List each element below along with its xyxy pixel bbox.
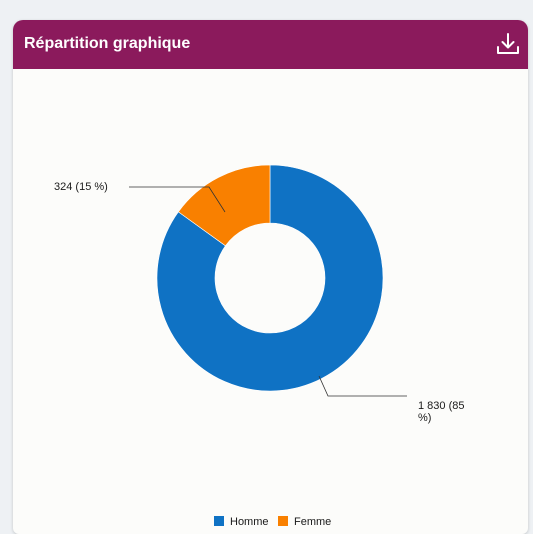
legend-swatch-homme[interactable] bbox=[214, 516, 224, 526]
data-label-homme: 1 830 (85 bbox=[418, 400, 464, 412]
legend-swatch-femme[interactable] bbox=[278, 516, 288, 526]
label-leader-femme bbox=[129, 186, 226, 213]
legend: Homme Femme bbox=[214, 516, 331, 528]
data-label-homme-cont: %) bbox=[418, 412, 431, 424]
card-header: Répartition graphique bbox=[13, 20, 528, 69]
download-icon[interactable] bbox=[495, 31, 521, 57]
legend-label-homme[interactable]: Homme bbox=[230, 516, 269, 528]
card-title: Répartition graphique bbox=[24, 35, 191, 52]
legend-label-femme[interactable]: Femme bbox=[294, 516, 331, 528]
chart-slices bbox=[156, 164, 384, 392]
slice-femme[interactable] bbox=[177, 164, 271, 247]
chart-card: Répartition graphique 1 830 (85 %) 324 (… bbox=[13, 20, 528, 534]
donut-chart: 1 830 (85 %) 324 (15 %) Homme Femme bbox=[54, 164, 464, 528]
data-label-femme: 324 (15 %) bbox=[54, 181, 108, 193]
label-leader-homme bbox=[318, 375, 407, 397]
slice-homme[interactable] bbox=[156, 164, 384, 392]
